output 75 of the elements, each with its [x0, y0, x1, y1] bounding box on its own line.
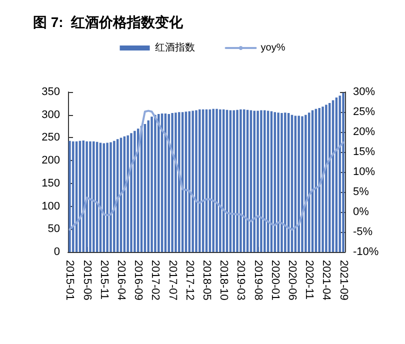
bar	[178, 112, 180, 252]
bar	[232, 110, 235, 252]
bar	[256, 110, 259, 252]
x-tick-label: 2015-06	[80, 260, 93, 300]
y-tick-label: 100	[42, 200, 60, 212]
y2-tick-label: -5%	[353, 226, 373, 238]
bar	[144, 124, 146, 252]
bar	[219, 109, 222, 252]
x-tick-label: 2018-10	[218, 260, 230, 300]
y-tick-label: 200	[42, 154, 60, 167]
bar	[304, 114, 307, 252]
bar	[174, 112, 177, 252]
bar	[68, 140, 71, 252]
x-tick-label: 2021-04	[320, 260, 332, 300]
x-tick-label: 2016-09	[132, 260, 144, 300]
bar	[212, 108, 214, 252]
y2-tick-label: 20%	[353, 126, 376, 138]
y2-tick-label: 30%	[353, 86, 376, 98]
y2-tick-label: 0%	[353, 206, 370, 218]
x-tick-label: 2017-02	[149, 260, 162, 300]
legend-label: 红酒指数	[154, 42, 195, 54]
bar	[150, 116, 153, 252]
x-tick-label: 2021-09	[337, 260, 350, 300]
y2-tick-label: 15%	[353, 146, 376, 158]
bar	[216, 108, 218, 252]
bar	[92, 141, 95, 252]
bar	[301, 116, 304, 252]
x-tick-label: 2017-07	[166, 260, 178, 300]
bar	[236, 110, 238, 252]
bar	[130, 133, 132, 252]
y-tick-label: 300	[42, 108, 60, 121]
y-tick-label: 250	[42, 132, 60, 144]
y-tick-label: 350	[42, 86, 60, 98]
x-tick-label: 2018-05	[200, 260, 212, 300]
bar	[113, 140, 116, 252]
x-tick-label: 2019-03	[234, 260, 247, 300]
bar	[192, 110, 194, 252]
bar	[280, 113, 283, 252]
x-tick-label: 2015-11	[98, 260, 110, 300]
bar	[325, 104, 328, 252]
bar	[154, 114, 156, 252]
bar	[89, 141, 92, 252]
y-tick-label: 0	[54, 246, 60, 258]
chart-title: 图 7: 红酒价格指数变化	[33, 14, 184, 30]
x-tick-label: 2020-06	[286, 260, 298, 300]
bar	[240, 109, 242, 252]
y2-tick-label: 5%	[353, 186, 370, 198]
x-tick-label: 2017-12	[183, 260, 196, 300]
bar	[106, 142, 108, 252]
bar	[284, 112, 286, 252]
bar	[147, 120, 150, 252]
bar	[171, 113, 174, 252]
line-series	[68, 110, 344, 231]
bar	[277, 112, 280, 252]
legend-label: yoy%	[260, 42, 286, 54]
y-tick-label: 50	[48, 223, 60, 236]
y-tick-label: 150	[42, 177, 60, 190]
x-tick-label: 2020-11	[303, 260, 316, 300]
bar	[86, 141, 88, 252]
bar	[318, 108, 320, 252]
bar	[298, 116, 300, 252]
bar	[195, 110, 198, 252]
bar	[134, 130, 136, 252]
bar	[198, 109, 201, 252]
x-tick-label: 2019-08	[252, 260, 264, 300]
bar	[110, 142, 112, 252]
y2-tick-label: 25%	[353, 106, 376, 118]
bar	[322, 106, 324, 252]
x-tick-label: 2015-01	[64, 260, 76, 300]
x-tick-label: 2020-01	[268, 260, 281, 300]
bar	[260, 110, 262, 252]
x-tick-label: 2016-04	[115, 260, 128, 300]
y2-tick-label: 10%	[353, 166, 376, 178]
y2-tick-label: -10%	[353, 246, 379, 258]
bar	[126, 135, 129, 252]
